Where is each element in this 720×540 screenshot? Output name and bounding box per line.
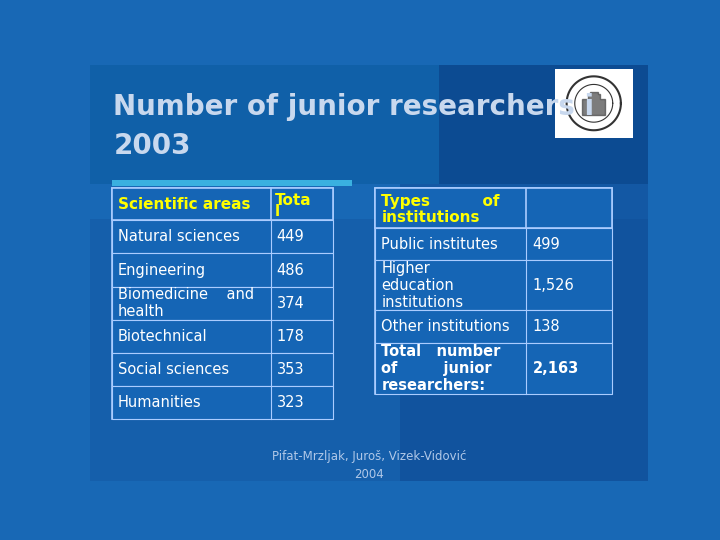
FancyBboxPatch shape xyxy=(375,228,611,260)
FancyBboxPatch shape xyxy=(112,287,333,320)
Text: 178: 178 xyxy=(276,329,305,344)
FancyBboxPatch shape xyxy=(555,69,632,138)
FancyBboxPatch shape xyxy=(112,188,333,419)
Text: 449: 449 xyxy=(276,230,305,245)
Text: institutions: institutions xyxy=(382,210,480,225)
Text: Social sciences: Social sciences xyxy=(118,362,229,377)
FancyBboxPatch shape xyxy=(112,253,333,287)
Text: 499: 499 xyxy=(533,237,560,252)
Text: Pifat-Mrzljak, Juroš, Vizek-Vidović
2004: Pifat-Mrzljak, Juroš, Vizek-Vidović 2004 xyxy=(272,450,466,481)
Text: Types          of: Types of xyxy=(382,194,500,209)
Text: Public institutes: Public institutes xyxy=(382,237,498,252)
Text: 374: 374 xyxy=(276,295,305,310)
Text: 323: 323 xyxy=(276,395,305,410)
FancyBboxPatch shape xyxy=(90,65,648,481)
Text: Biomedicine    and
health: Biomedicine and health xyxy=(118,287,254,319)
Text: Other institutions: Other institutions xyxy=(382,319,510,334)
Text: 2,163: 2,163 xyxy=(533,361,579,376)
FancyBboxPatch shape xyxy=(375,343,611,394)
FancyBboxPatch shape xyxy=(375,188,611,228)
Text: 2003: 2003 xyxy=(113,132,191,160)
FancyBboxPatch shape xyxy=(112,220,333,253)
Text: Humanities: Humanities xyxy=(118,395,202,410)
FancyBboxPatch shape xyxy=(375,260,611,310)
FancyBboxPatch shape xyxy=(375,188,611,394)
FancyBboxPatch shape xyxy=(112,180,352,186)
Text: Higher
education
institutions: Higher education institutions xyxy=(382,260,464,310)
FancyBboxPatch shape xyxy=(438,65,648,184)
FancyBboxPatch shape xyxy=(400,65,648,481)
FancyBboxPatch shape xyxy=(90,219,648,481)
FancyBboxPatch shape xyxy=(112,386,333,419)
Text: l: l xyxy=(274,204,279,219)
Text: 1,526: 1,526 xyxy=(533,278,575,293)
FancyBboxPatch shape xyxy=(90,65,648,184)
FancyBboxPatch shape xyxy=(375,310,611,343)
Text: 138: 138 xyxy=(533,319,560,334)
Text: Scientific areas: Scientific areas xyxy=(118,197,251,212)
FancyBboxPatch shape xyxy=(112,188,333,220)
Polygon shape xyxy=(582,92,606,115)
Text: 353: 353 xyxy=(276,362,305,377)
Text: 486: 486 xyxy=(276,262,305,278)
Text: Biotechnical: Biotechnical xyxy=(118,329,207,344)
Text: Engineering: Engineering xyxy=(118,262,206,278)
Text: Number of junior researchers i: Number of junior researchers i xyxy=(113,93,595,121)
FancyBboxPatch shape xyxy=(112,320,333,353)
Text: Total   number
of         junior
researchers:: Total number of junior researchers: xyxy=(382,343,501,394)
Text: Natural sciences: Natural sciences xyxy=(118,230,240,245)
Text: Tota: Tota xyxy=(274,193,311,208)
FancyBboxPatch shape xyxy=(112,353,333,386)
